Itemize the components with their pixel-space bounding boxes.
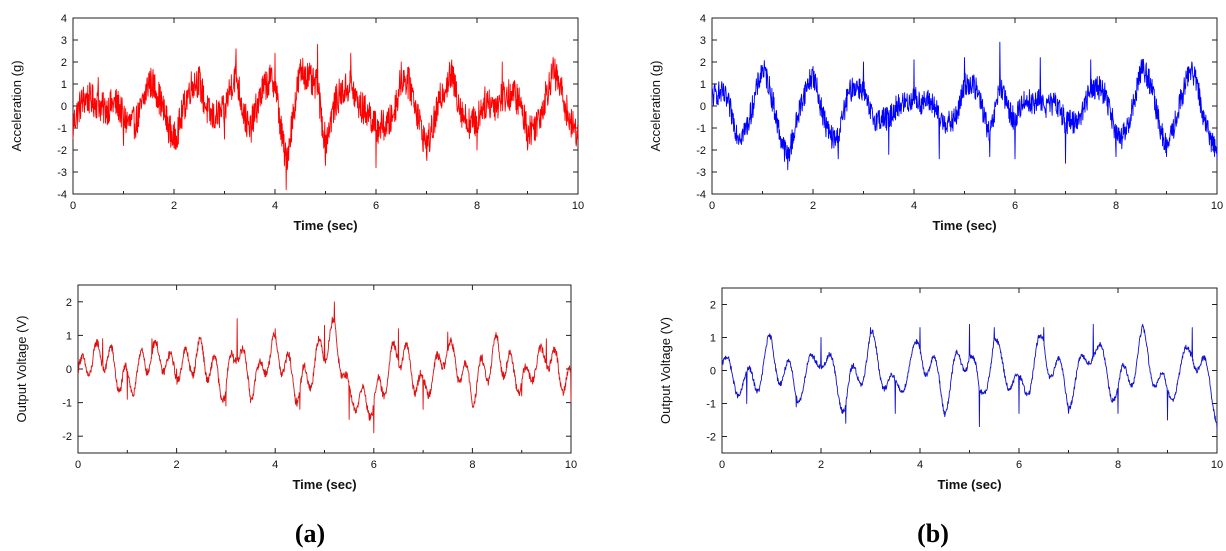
y-tick-label: -1 bbox=[696, 123, 706, 135]
x-axis-label: Time (sec) bbox=[937, 477, 1001, 492]
plot-frame bbox=[77, 284, 572, 454]
x-axis-label: Time (sec) bbox=[932, 218, 996, 233]
x-tick-label: 0 bbox=[75, 459, 81, 471]
y-tick-label: 3 bbox=[61, 35, 67, 47]
x-tick-label: 4 bbox=[272, 200, 278, 212]
y-axis-label: Output Voltage (V) bbox=[658, 317, 673, 424]
y-tick-label: -1 bbox=[706, 399, 716, 411]
x-tick-label: 8 bbox=[474, 200, 480, 212]
x-tick-label: 2 bbox=[818, 459, 824, 471]
series-line bbox=[711, 41, 1218, 171]
y-tick-label: 1 bbox=[66, 330, 72, 342]
y-tick-label: 1 bbox=[710, 333, 716, 345]
x-tick-label: 4 bbox=[911, 200, 917, 212]
chart-a-volt: 0 2 4 6 8 10 -2 -1 0 1 2 Time (sec) Output Voltage (… bbox=[14, 284, 577, 492]
y-tick-label: 0 bbox=[700, 101, 706, 113]
x-tick-label: 2 bbox=[171, 200, 177, 212]
panel-label-a: (a) bbox=[295, 519, 325, 548]
y-tick-label: -2 bbox=[57, 145, 67, 157]
chart-b-acc: 0 2 4 6 8 10 -4 -3 -2 -1 0 1 2 3 4 Time (sec) Accelerati… bbox=[648, 13, 1223, 233]
y-tick-label: 0 bbox=[61, 101, 67, 113]
y-tick-label: 2 bbox=[710, 300, 716, 312]
y-tick-label: -2 bbox=[696, 145, 706, 157]
y-tick-label: -3 bbox=[57, 167, 67, 179]
y-axis-label: Acceleration (g) bbox=[648, 60, 663, 151]
x-tick-label: 4 bbox=[272, 459, 278, 471]
y-tick-label: 2 bbox=[66, 297, 72, 309]
x-tick-label: 8 bbox=[1115, 459, 1121, 471]
y-tick-label: 3 bbox=[700, 35, 706, 47]
x-tick-label: 10 bbox=[572, 200, 584, 212]
y-tick-label: -3 bbox=[696, 167, 706, 179]
y-tick-label: 0 bbox=[710, 366, 716, 378]
y-tick-label: -1 bbox=[62, 398, 72, 410]
plot-frame bbox=[721, 287, 1218, 454]
y-tick-label: 4 bbox=[61, 13, 67, 25]
y-axis-label: Output Voltage (V) bbox=[14, 316, 29, 423]
x-tick-label: 10 bbox=[1211, 200, 1223, 212]
y-axis-label: Acceleration (g) bbox=[9, 60, 24, 151]
y-tick-label: 1 bbox=[700, 79, 706, 91]
x-tick-label: 6 bbox=[1016, 459, 1022, 471]
x-tick-label: 6 bbox=[1012, 200, 1018, 212]
chart-a-acc: 0 2 4 6 8 10 -4 -3 -2 -1 0 1 2 3 4 Time (sec) Accelerati… bbox=[9, 13, 584, 233]
y-tick-label: 0 bbox=[66, 364, 72, 376]
x-tick-label: 6 bbox=[371, 459, 377, 471]
y-tick-label: -2 bbox=[62, 431, 72, 443]
y-tick-label: 4 bbox=[700, 13, 706, 25]
x-tick-label: 0 bbox=[719, 459, 725, 471]
x-tick-label: 2 bbox=[810, 200, 816, 212]
x-axis-label: Time (sec) bbox=[292, 477, 356, 492]
y-tick-label: 2 bbox=[700, 57, 706, 69]
x-tick-label: 10 bbox=[565, 459, 577, 471]
y-tick-label: -1 bbox=[57, 123, 67, 135]
series-line bbox=[721, 323, 1218, 430]
x-tick-label: 8 bbox=[469, 459, 475, 471]
x-tick-label: 2 bbox=[174, 459, 180, 471]
x-tick-label: 10 bbox=[1211, 459, 1223, 471]
y-tick-label: -2 bbox=[706, 432, 716, 444]
chart-b-volt: 0 2 4 6 8 10 -2 -1 0 1 2 Time (sec) Output Voltage (… bbox=[658, 287, 1223, 492]
y-tick-label: -4 bbox=[57, 189, 67, 201]
y-tick-label: 1 bbox=[61, 79, 67, 91]
series-line bbox=[72, 43, 579, 191]
y-tick-label: -4 bbox=[696, 189, 706, 201]
y-tick-label: 2 bbox=[61, 57, 67, 69]
x-tick-label: 8 bbox=[1113, 200, 1119, 212]
x-tick-label: 6 bbox=[373, 200, 379, 212]
panel-label-b: (b) bbox=[917, 519, 949, 548]
series-line bbox=[77, 301, 572, 434]
x-axis-label: Time (sec) bbox=[293, 218, 357, 233]
x-tick-label: 0 bbox=[709, 200, 715, 212]
x-tick-label: 0 bbox=[70, 200, 76, 212]
x-tick-label: 4 bbox=[917, 459, 923, 471]
